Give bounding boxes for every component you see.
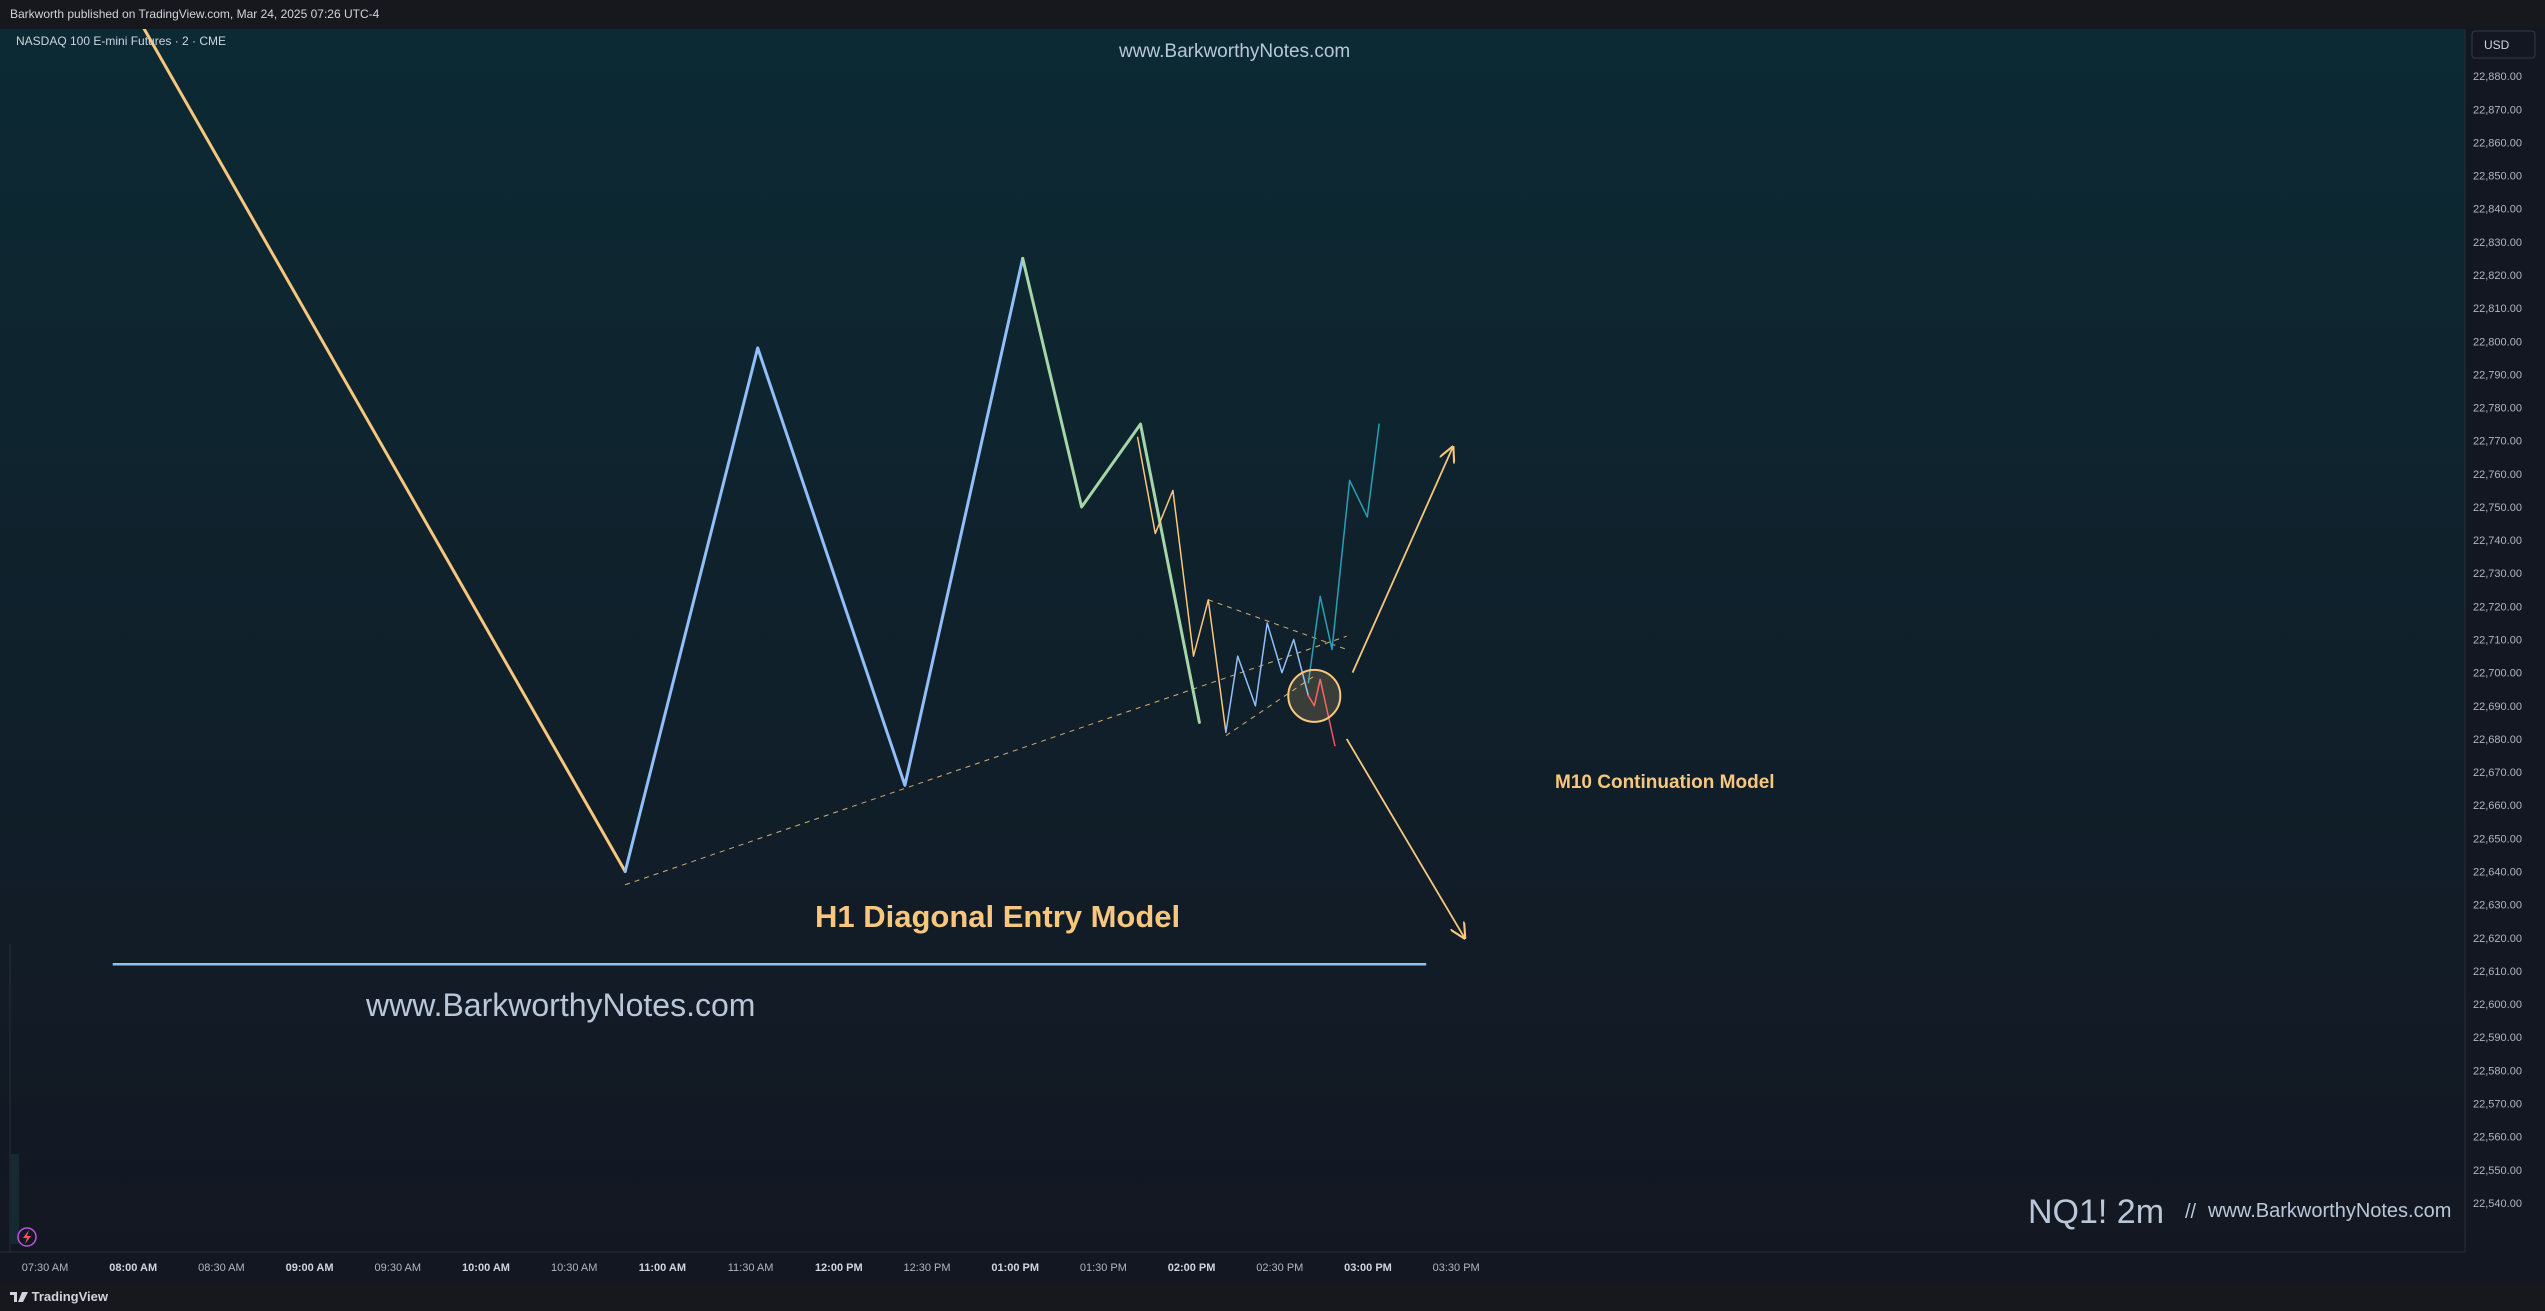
price-tick-label: 22,720.00 bbox=[2473, 601, 2522, 613]
time-tick-label: 12:30 PM bbox=[903, 1262, 950, 1274]
publish-info-bar: Barkworth published on TradingView.com, … bbox=[0, 0, 2545, 29]
price-tick-label: 22,670.00 bbox=[2473, 767, 2522, 779]
time-tick-label: 01:00 PM bbox=[991, 1262, 1039, 1274]
price-path-line bbox=[623, 256, 1025, 873]
tradingview-brand: TradingView bbox=[31, 1289, 108, 1304]
time-tick-label: 07:30 AM bbox=[22, 1262, 68, 1274]
time-tick-label: 11:00 AM bbox=[639, 1262, 686, 1274]
price-path-line bbox=[1307, 423, 1380, 684]
time-tick-label: 03:00 PM bbox=[1344, 1262, 1392, 1274]
ticker-label: NQ1! 2m bbox=[2028, 1193, 2164, 1231]
price-tick-label: 22,550.00 bbox=[2473, 1165, 2522, 1177]
time-tick-label: 08:30 AM bbox=[198, 1262, 244, 1274]
plot-background bbox=[0, 29, 2465, 1252]
price-path-line bbox=[1021, 256, 1201, 724]
tradingview-logo[interactable]: TradingView bbox=[10, 1282, 108, 1311]
time-tick-label: 01:30 PM bbox=[1080, 1262, 1127, 1274]
price-tick-label: 22,640.00 bbox=[2473, 867, 2522, 879]
price-tick-label: 22,610.00 bbox=[2473, 966, 2522, 978]
highlight-circle bbox=[1287, 668, 1342, 723]
price-tick-label: 22,590.00 bbox=[2473, 1032, 2522, 1044]
dashed-trendline bbox=[1208, 599, 1347, 650]
currency-label: USD bbox=[2484, 38, 2510, 52]
price-tick-label: 22,780.00 bbox=[2473, 403, 2522, 415]
watermark-top: www.BarkworthyNotes.com bbox=[1118, 41, 1350, 62]
price-tick-label: 22,570.00 bbox=[2473, 1098, 2522, 1110]
price-tick-label: 22,760.00 bbox=[2473, 469, 2522, 481]
projection-arrow bbox=[1351, 447, 1453, 674]
price-tick-label: 22,850.00 bbox=[2473, 171, 2522, 183]
price-tick-label: 22,840.00 bbox=[2473, 204, 2522, 216]
price-tick-label: 22,650.00 bbox=[2473, 833, 2522, 845]
m10-continuation-label: M10 Continuation Model bbox=[1555, 772, 1775, 793]
h1-diagonal-entry-label: H1 Diagonal Entry Model bbox=[815, 899, 1180, 934]
price-tick-label: 22,540.00 bbox=[2473, 1198, 2522, 1210]
time-tick-label: 09:30 AM bbox=[375, 1262, 421, 1274]
price-tick-label: 22,600.00 bbox=[2473, 999, 2522, 1011]
symbol-label[interactable]: NASDAQ 100 E-mini Futures · 2 · CME bbox=[16, 34, 226, 48]
price-tick-label: 22,690.00 bbox=[2473, 701, 2522, 713]
price-path-line bbox=[1307, 678, 1336, 747]
price-path-line bbox=[1225, 622, 1310, 734]
chart-area[interactable]: 22,890.0022,880.0022,870.0022,860.0022,8… bbox=[0, 8, 2545, 1282]
price-tick-label: 22,860.00 bbox=[2473, 137, 2522, 149]
price-tick-label: 22,830.00 bbox=[2473, 237, 2522, 249]
price-tick-label: 22,630.00 bbox=[2473, 900, 2522, 912]
projection-arrow bbox=[1345, 738, 1465, 938]
price-tick-label: 22,790.00 bbox=[2473, 369, 2522, 381]
time-tick-label: 11:30 AM bbox=[728, 1262, 774, 1274]
time-tick-label: 10:00 AM bbox=[462, 1262, 510, 1274]
dashed-trendline bbox=[1225, 675, 1315, 737]
price-tick-label: 22,800.00 bbox=[2473, 336, 2522, 348]
dashed-trendline bbox=[625, 635, 1347, 886]
price-tick-label: 22,740.00 bbox=[2473, 535, 2522, 547]
price-tick-label: 22,750.00 bbox=[2473, 502, 2522, 514]
price-tick-label: 22,870.00 bbox=[2473, 104, 2522, 116]
time-tick-label: 02:30 PM bbox=[1256, 1262, 1303, 1274]
price-tick-label: 22,810.00 bbox=[2473, 303, 2522, 315]
drawings-layer bbox=[112, 8, 1465, 966]
time-tick-label: 02:00 PM bbox=[1168, 1262, 1216, 1274]
currency-button[interactable] bbox=[2471, 30, 2536, 59]
publish-info: Barkworth published on TradingView.com, … bbox=[10, 7, 380, 21]
watermark-line-label: www.BarkworthyNotes.com bbox=[365, 987, 755, 1023]
price-tick-label: 22,700.00 bbox=[2473, 668, 2522, 680]
price-tick-label: 22,560.00 bbox=[2473, 1132, 2522, 1144]
price-tick-label: 22,620.00 bbox=[2473, 933, 2522, 945]
price-path-line bbox=[1136, 436, 1227, 734]
time-tick-label: 08:00 AM bbox=[109, 1262, 157, 1274]
price-tick-label: 22,580.00 bbox=[2473, 1065, 2522, 1077]
price-tick-label: 22,770.00 bbox=[2473, 436, 2522, 448]
price-tick-label: 22,730.00 bbox=[2473, 568, 2522, 580]
time-tick-label: 03:30 PM bbox=[1433, 1262, 1480, 1274]
price-path-line bbox=[131, 8, 627, 873]
price-tick-label: 22,680.00 bbox=[2473, 734, 2522, 746]
price-tick-label: 22,660.00 bbox=[2473, 800, 2522, 812]
time-tick-label: 12:00 PM bbox=[815, 1262, 863, 1274]
lightning-icon[interactable] bbox=[17, 1227, 37, 1247]
time-axis[interactable]: 07:30 AM 08:00 AM 08:30 AM 09:00 AM 09:30 AM… bbox=[22, 1262, 1480, 1274]
site-label: www.BarkworthyNotes.com bbox=[2207, 1200, 2451, 1222]
price-tick-label: 22,710.00 bbox=[2473, 635, 2522, 647]
price-tick-label: 22,880.00 bbox=[2473, 71, 2522, 83]
price-axis[interactable]: 22,890.0022,880.0022,870.0022,860.0022,8… bbox=[2473, 38, 2522, 1210]
footer-bar: TradingView bbox=[0, 1282, 2545, 1311]
time-tick-label: 10:30 AM bbox=[551, 1262, 597, 1274]
time-tick-label: 09:00 AM bbox=[286, 1262, 334, 1274]
time-scale-panel[interactable] bbox=[0, 1252, 2465, 1282]
separator-label: // bbox=[2185, 1201, 2197, 1223]
price-scale-panel[interactable] bbox=[2465, 29, 2545, 1282]
volume-sliver bbox=[11, 1154, 19, 1244]
price-tick-label: 22,820.00 bbox=[2473, 270, 2522, 282]
chart-svg[interactable]: 22,890.0022,880.0022,870.0022,860.0022,8… bbox=[0, 8, 2545, 1282]
tradingview-logo-icon bbox=[10, 1292, 28, 1302]
